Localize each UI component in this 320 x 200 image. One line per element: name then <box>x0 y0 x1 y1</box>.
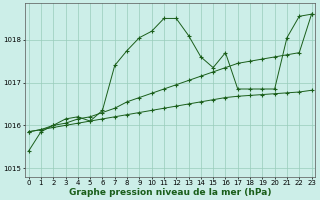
X-axis label: Graphe pression niveau de la mer (hPa): Graphe pression niveau de la mer (hPa) <box>69 188 271 197</box>
